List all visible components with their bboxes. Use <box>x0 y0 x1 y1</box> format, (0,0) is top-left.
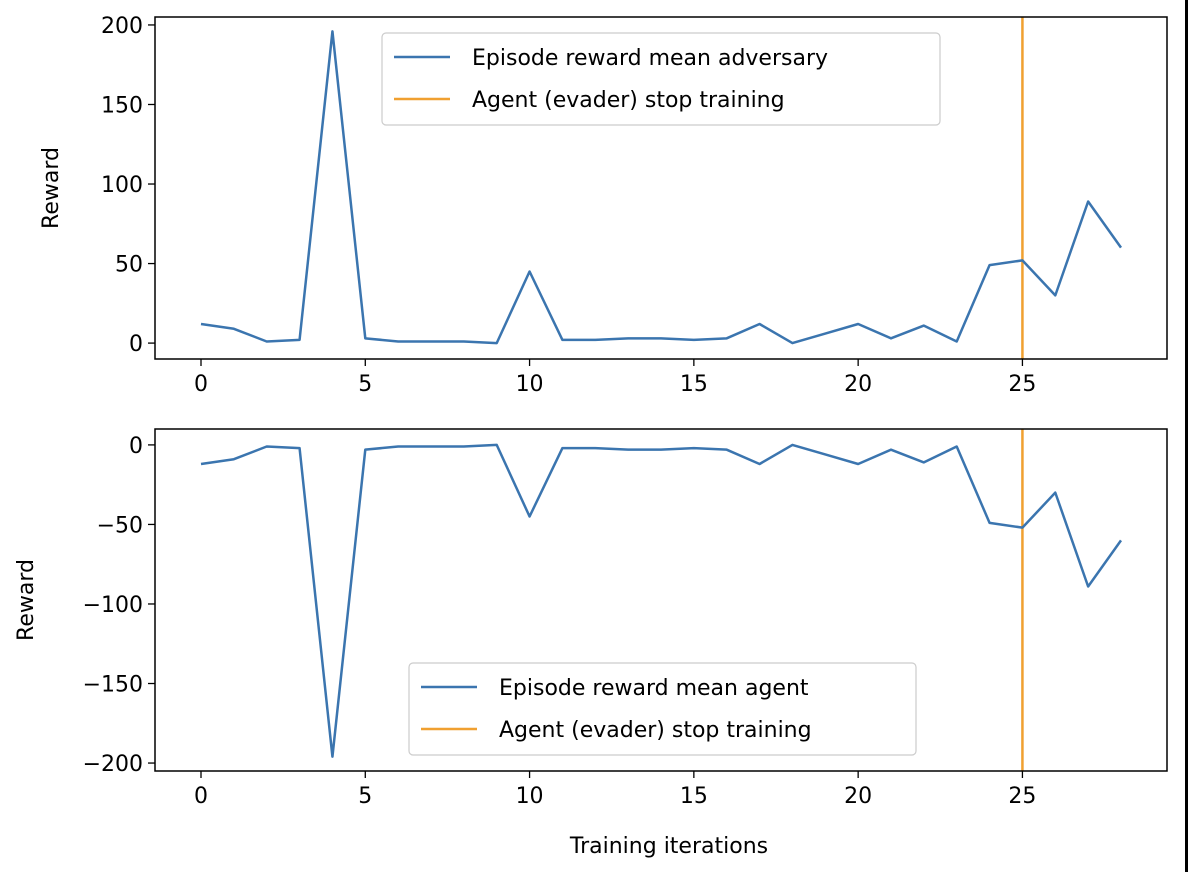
legend-label-2: Agent (evader) stop training <box>499 718 812 743</box>
x-tick-label: 10 <box>516 784 544 809</box>
x-tick-label: 0 <box>194 784 208 809</box>
x-tick-label: 10 <box>516 372 544 397</box>
x-tick-label: 20 <box>844 372 872 397</box>
x-tick-label: 5 <box>358 372 372 397</box>
y-tick-label: −100 <box>83 593 143 618</box>
subplot-1: 0 5 10 15 20 25 0 50 100 150 200 Reward Episode rewa… <box>39 14 1167 397</box>
x-tick-label: 25 <box>1008 784 1036 809</box>
y-tick-label: 0 <box>129 434 143 459</box>
legend-label-1: Episode reward mean adversary <box>472 46 828 71</box>
y-tick-label: 50 <box>115 253 143 278</box>
legend: Episode reward mean adversary Agent (evad… <box>382 33 940 125</box>
y-axis-label: Reward <box>14 559 39 641</box>
legend-label-2: Agent (evader) stop training <box>472 88 785 113</box>
x-tick-label: 5 <box>358 784 372 809</box>
x-tick-label: 0 <box>194 372 208 397</box>
y-tick-label: −50 <box>97 513 143 538</box>
y-tick-label: −200 <box>83 752 143 777</box>
x-tick-label: 15 <box>680 784 708 809</box>
x-tick-label: 15 <box>680 372 708 397</box>
y-tick-label: 200 <box>101 14 143 39</box>
y-tick-label: −150 <box>83 673 143 698</box>
x-tick-label: 25 <box>1008 372 1036 397</box>
y-tick-label: 100 <box>101 173 143 198</box>
legend: Episode reward mean agent Agent (evader) … <box>409 663 916 755</box>
subplot-2: 0 5 10 15 20 25 0 −50 −100 −150 −200 Reward Training… <box>14 429 1167 859</box>
legend-label-1: Episode reward mean agent <box>499 676 809 701</box>
y-tick-label: 0 <box>129 332 143 357</box>
x-axis-label: Training iterations <box>569 834 768 859</box>
y-tick-label: 150 <box>101 93 143 118</box>
y-axis-label: Reward <box>39 147 64 229</box>
x-tick-label: 20 <box>844 784 872 809</box>
